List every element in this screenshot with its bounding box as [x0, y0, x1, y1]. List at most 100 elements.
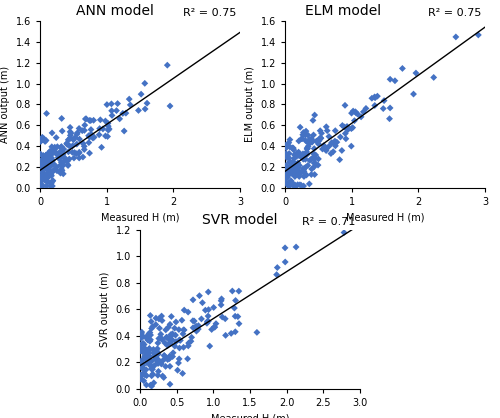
Point [304, 132, 312, 138]
Point [286, 159, 294, 166]
Point [180, 326, 188, 333]
Point [391, 77, 399, 84]
Point [293, 150, 301, 156]
Point [58, 159, 66, 166]
Point [142, 372, 150, 379]
Point [210, 324, 218, 330]
Point [164, 324, 172, 331]
Point [180, 344, 188, 351]
Point [108, 107, 116, 114]
Point [138, 365, 146, 372]
Point [165, 336, 173, 342]
Point [45, 173, 53, 179]
Point [172, 319, 180, 325]
Point [286, 181, 294, 188]
Point [42, 152, 50, 159]
Point [150, 380, 158, 386]
Point [340, 229, 348, 236]
Point [137, 372, 145, 378]
Point [50, 161, 58, 167]
Point [176, 344, 184, 351]
Text: ELM model: ELM model [305, 4, 381, 18]
Point [39, 183, 47, 189]
Point [72, 150, 80, 157]
Point [282, 142, 290, 149]
Point [167, 331, 175, 338]
Point [412, 70, 420, 76]
Point [146, 345, 154, 352]
Point [210, 304, 218, 311]
Point [134, 107, 142, 114]
Point [58, 163, 66, 169]
Point [42, 166, 50, 173]
Point [227, 330, 235, 337]
Point [60, 155, 68, 161]
Point [332, 127, 340, 134]
Point [154, 360, 162, 367]
Point [290, 166, 298, 173]
Point [203, 320, 211, 326]
Point [154, 372, 162, 379]
Point [96, 125, 104, 132]
Point [42, 177, 50, 184]
Point [54, 154, 62, 161]
Point [326, 143, 334, 149]
Point [150, 353, 158, 360]
Point [286, 136, 294, 143]
Point [305, 140, 313, 147]
Point [143, 100, 151, 107]
Point [166, 339, 174, 346]
Point [311, 160, 319, 166]
Point [42, 155, 50, 162]
Point [125, 96, 133, 102]
Point [120, 127, 128, 134]
Point [144, 359, 152, 365]
Point [253, 329, 261, 336]
Point [286, 167, 294, 173]
Point [144, 357, 152, 364]
Point [282, 171, 290, 178]
Point [290, 170, 298, 176]
Point [294, 160, 302, 166]
Point [146, 353, 154, 359]
Point [40, 159, 48, 166]
Point [46, 152, 54, 158]
Point [46, 168, 54, 175]
Point [138, 361, 145, 367]
Point [40, 152, 48, 159]
Point [104, 120, 112, 127]
Point [55, 155, 63, 162]
Point [136, 373, 144, 380]
Point [49, 148, 57, 154]
Point [386, 104, 394, 111]
Point [370, 94, 378, 100]
Point [294, 149, 302, 155]
Point [386, 76, 394, 83]
Point [285, 183, 293, 189]
Point [282, 173, 290, 180]
Point [46, 171, 54, 178]
Point [38, 158, 46, 165]
Point [156, 325, 164, 331]
Point [87, 131, 95, 138]
Point [152, 349, 160, 355]
Point [314, 162, 322, 168]
Point [74, 130, 82, 136]
Point [108, 112, 116, 119]
Point [362, 105, 370, 112]
Point [288, 159, 296, 166]
Point [288, 163, 296, 170]
Point [287, 178, 295, 184]
Point [314, 140, 322, 147]
Point [53, 167, 61, 174]
Point [300, 166, 308, 173]
Point [144, 351, 152, 357]
Point [122, 110, 130, 117]
Point [40, 164, 48, 171]
Point [137, 91, 145, 97]
Point [147, 318, 155, 325]
Point [304, 145, 312, 152]
Point [40, 161, 48, 168]
Point [80, 143, 88, 150]
Point [234, 313, 242, 320]
